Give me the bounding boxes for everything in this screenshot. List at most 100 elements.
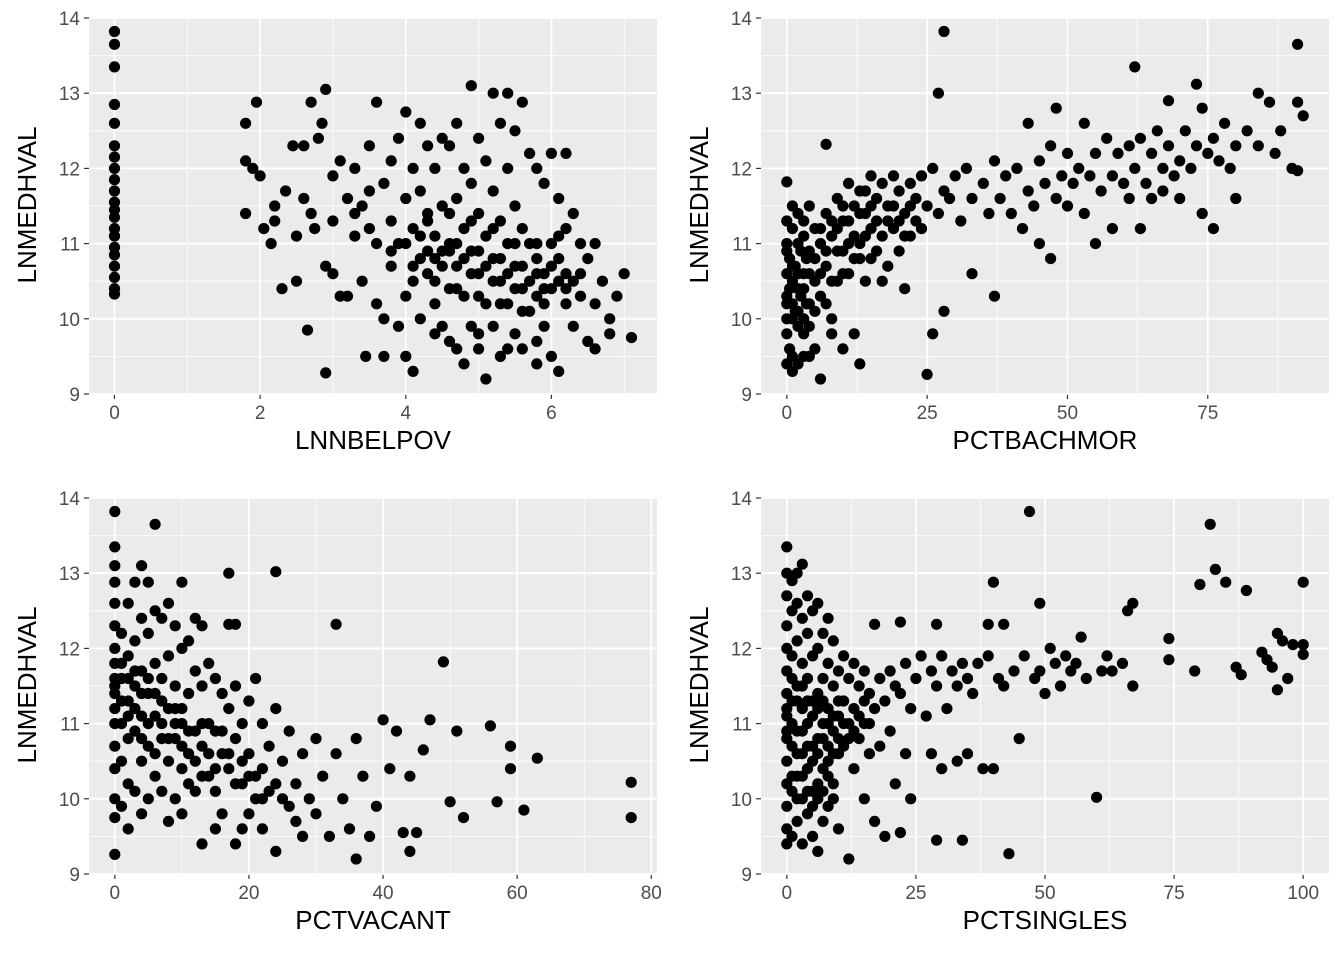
data-point <box>894 827 907 839</box>
data-point <box>407 162 419 174</box>
data-point <box>827 748 839 760</box>
data-point <box>465 215 477 227</box>
data-point <box>108 151 121 163</box>
data-point <box>854 207 866 220</box>
points-layer <box>781 25 1309 385</box>
data-point <box>1061 147 1074 159</box>
data-point <box>904 177 916 189</box>
data-point <box>377 714 389 726</box>
data-point <box>781 328 793 340</box>
data-point <box>1275 125 1287 137</box>
data-point <box>822 770 834 782</box>
data-point <box>936 763 948 775</box>
data-point <box>920 710 932 722</box>
data-point <box>108 185 121 197</box>
data-point <box>1297 639 1309 651</box>
data-point <box>865 253 877 265</box>
data-point <box>538 283 550 295</box>
data-point <box>801 695 814 707</box>
data-point <box>858 695 870 707</box>
x-tick-label: 2 <box>255 403 266 424</box>
y-tick-label: 10 <box>59 790 80 811</box>
y-tick-label: 9 <box>69 385 80 406</box>
data-point <box>429 230 441 242</box>
data-point <box>925 748 938 760</box>
data-point <box>1033 238 1045 250</box>
data-point <box>1011 162 1023 174</box>
data-point <box>786 718 798 730</box>
data-point <box>109 672 121 685</box>
y-tick-label: 9 <box>741 865 752 886</box>
data-point <box>832 695 845 707</box>
data-point <box>589 238 601 250</box>
data-point <box>516 260 528 272</box>
data-point <box>1163 654 1175 666</box>
data-point <box>865 200 877 212</box>
data-point <box>966 192 978 205</box>
data-point <box>791 567 803 579</box>
data-point <box>236 823 248 835</box>
data-point <box>1127 680 1139 692</box>
data-point <box>560 147 572 159</box>
data-point <box>108 288 121 300</box>
data-point <box>1003 848 1015 860</box>
data-point <box>176 763 188 775</box>
data-point <box>987 576 1000 588</box>
data-point <box>334 155 346 167</box>
data-point <box>884 725 896 737</box>
data-point <box>1190 140 1203 152</box>
data-point <box>436 132 448 144</box>
y-tick-label: 12 <box>731 159 752 180</box>
data-point <box>437 656 449 668</box>
data-point <box>574 238 587 250</box>
data-point <box>129 635 141 647</box>
y-tick-label: 10 <box>731 310 752 331</box>
data-point <box>443 207 456 220</box>
data-point <box>827 680 839 692</box>
data-point <box>203 748 215 760</box>
data-point <box>378 313 390 325</box>
data-point <box>504 740 517 752</box>
data-point <box>509 238 521 250</box>
data-point <box>320 83 332 95</box>
data-point <box>516 305 528 317</box>
data-point <box>791 748 803 760</box>
data-point <box>792 283 804 295</box>
data-point <box>494 215 506 227</box>
data-point <box>931 834 943 846</box>
data-point <box>297 748 309 760</box>
x-tick-label: 50 <box>1057 403 1078 424</box>
data-point <box>1179 125 1191 137</box>
data-point <box>803 350 815 362</box>
data-point <box>142 718 154 730</box>
data-point <box>781 215 793 227</box>
data-point <box>786 770 798 782</box>
data-point <box>1018 650 1030 662</box>
data-point <box>258 223 270 235</box>
data-point <box>781 800 793 812</box>
data-point <box>879 830 891 843</box>
data-point <box>1207 223 1219 235</box>
data-point <box>1266 661 1278 673</box>
data-point <box>925 665 938 677</box>
y-tick-label: 13 <box>731 564 752 585</box>
data-point <box>905 703 917 715</box>
data-point <box>196 740 208 752</box>
data-point <box>516 343 528 355</box>
data-point <box>270 778 282 790</box>
data-point <box>848 230 860 242</box>
data-point <box>1230 140 1242 152</box>
data-point <box>162 597 175 609</box>
data-point <box>350 853 362 865</box>
data-point <box>798 215 810 227</box>
data-point <box>1146 147 1158 159</box>
data-point <box>812 845 824 858</box>
data-point <box>108 211 121 223</box>
data-point <box>1060 650 1072 662</box>
data-point <box>1022 185 1034 197</box>
data-point <box>129 680 141 692</box>
data-point <box>411 827 423 839</box>
data-point <box>949 170 961 182</box>
data-point <box>893 245 905 257</box>
